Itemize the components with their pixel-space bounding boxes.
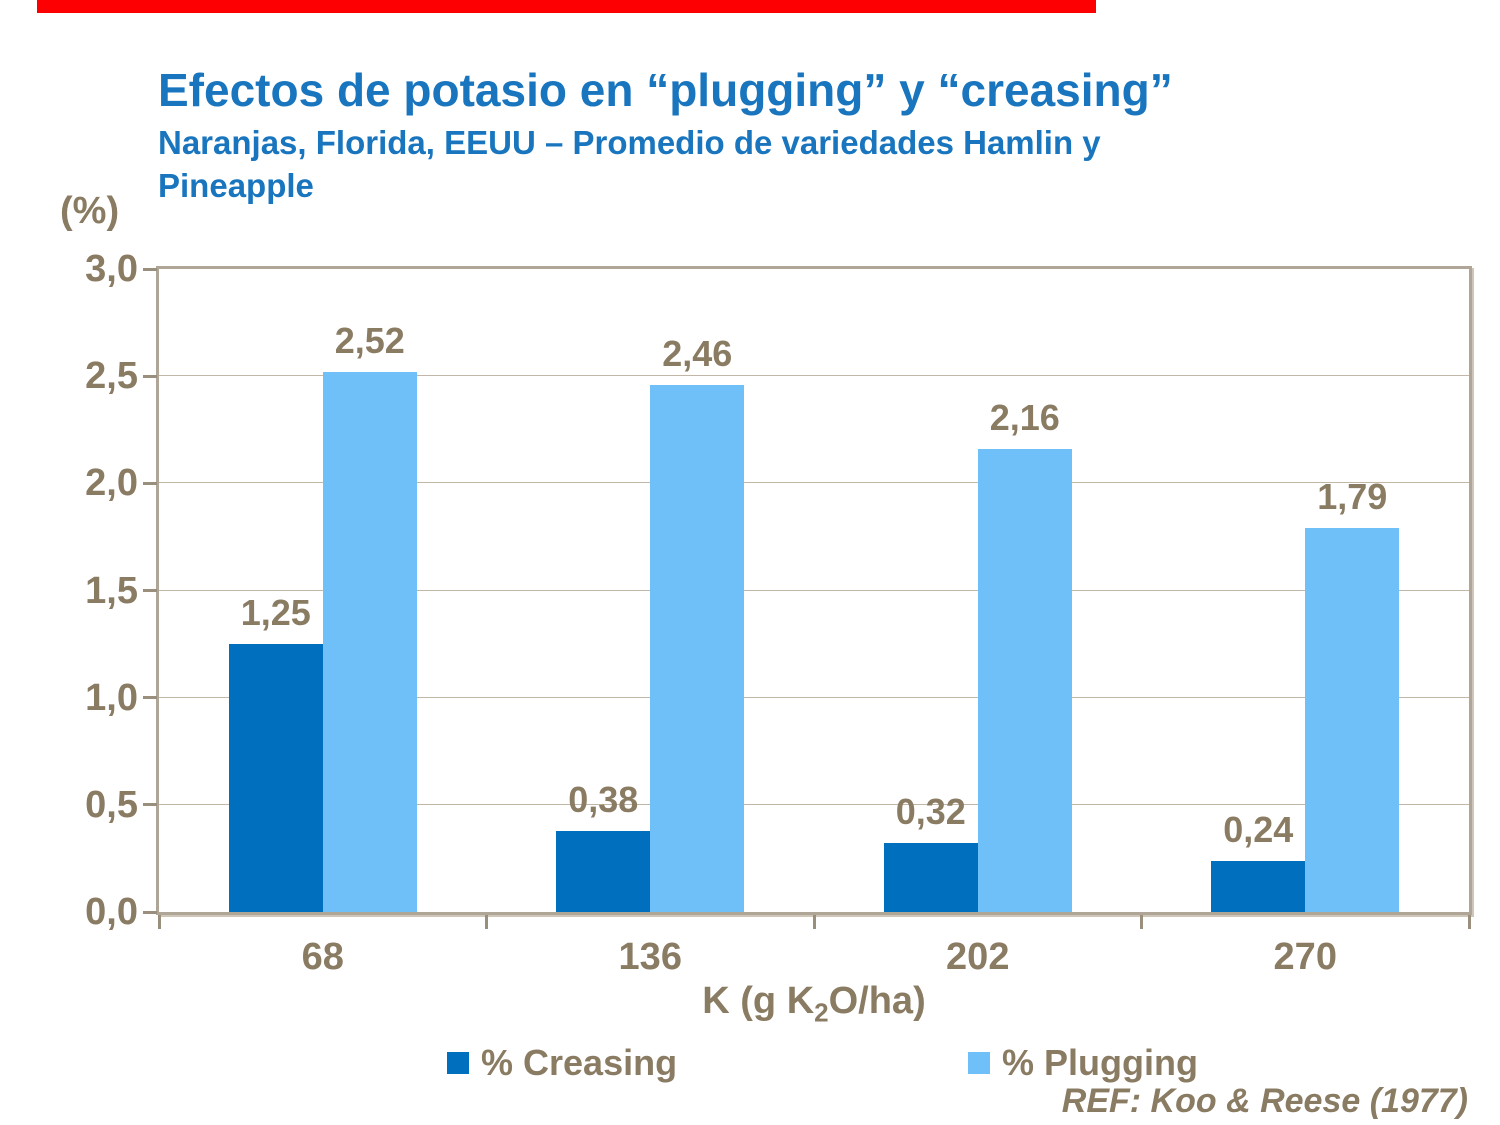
page-title: Efectos de potasio en “plugging” y “crea… bbox=[158, 64, 1173, 116]
bar-value-label: 0,32 bbox=[895, 791, 966, 833]
x-category-label: 270 bbox=[1273, 936, 1337, 978]
y-tick-mark bbox=[143, 803, 157, 807]
bar-plugging-270 bbox=[1305, 528, 1400, 912]
x-category-label: 68 bbox=[301, 936, 344, 978]
bar-plugging-68 bbox=[322, 371, 417, 912]
y-tick-mark bbox=[143, 481, 157, 485]
legend-swatch bbox=[447, 1052, 469, 1074]
y-tick-mark bbox=[143, 374, 157, 378]
bar-value-label: 2,16 bbox=[989, 397, 1060, 439]
legend-swatch bbox=[968, 1052, 990, 1074]
chart-legend: % Creasing % Plugging bbox=[0, 1042, 1500, 1084]
legend-item-creasing: % Creasing bbox=[447, 1042, 677, 1084]
legend-label: % Plugging bbox=[1002, 1042, 1198, 1083]
reference-citation: REF: Koo & Reese (1977) bbox=[1061, 1082, 1468, 1120]
y-tick-mark bbox=[143, 696, 157, 700]
x-tick-mark bbox=[1467, 915, 1471, 929]
y-tick-label: 2,0 bbox=[85, 462, 138, 505]
y-tick-label: 3,0 bbox=[85, 248, 138, 290]
x-tick-mark bbox=[157, 915, 161, 929]
gridline bbox=[159, 696, 1469, 698]
x-axis-title-prefix: K (g K bbox=[702, 980, 815, 1022]
x-category-label: 202 bbox=[946, 936, 1010, 978]
x-tick-mark bbox=[485, 915, 488, 929]
gridline bbox=[159, 482, 1469, 484]
y-tick-label: 0,5 bbox=[85, 783, 138, 826]
gridline bbox=[159, 589, 1469, 591]
y-tick-label: 0,0 bbox=[85, 891, 138, 933]
y-axis-unit-label: (%) bbox=[60, 190, 120, 232]
red-top-bar bbox=[37, 0, 1096, 13]
bar-value-label: 2,52 bbox=[334, 319, 405, 361]
bar-creasing-202 bbox=[883, 843, 978, 912]
gridline bbox=[159, 803, 1469, 805]
bar-value-label: 0,24 bbox=[1223, 808, 1294, 850]
bar-value-label: 1,79 bbox=[1317, 476, 1388, 518]
y-tick-label: 1,0 bbox=[85, 676, 138, 719]
x-category-label: 136 bbox=[618, 936, 682, 978]
y-tick-label: 1,5 bbox=[85, 569, 138, 612]
y-tick-mark bbox=[143, 910, 157, 914]
y-tick-label: 2,5 bbox=[85, 355, 138, 398]
legend-label: % Creasing bbox=[481, 1042, 678, 1083]
bar-plugging-202 bbox=[977, 449, 1072, 912]
bar-creasing-68 bbox=[228, 644, 323, 912]
bar-creasing-136 bbox=[556, 830, 651, 912]
plot-area: 1,25 0,38 0,32 0,24 2,52 2,46 2,16 1,79 bbox=[156, 266, 1472, 915]
gridline bbox=[159, 375, 1469, 377]
page-subtitle: Naranjas, Florida, EEUU – Promedio de va… bbox=[158, 123, 1101, 205]
x-tick-mark bbox=[812, 915, 816, 929]
bar-plugging-136 bbox=[650, 384, 745, 912]
bar-value-label: 1,25 bbox=[240, 592, 311, 634]
x-tick-mark bbox=[1140, 915, 1143, 929]
y-tick-mark bbox=[143, 589, 157, 592]
bar-creasing-270 bbox=[1211, 860, 1306, 912]
x-axis-title-subscript: 2 bbox=[814, 997, 829, 1028]
bar-value-label: 2,46 bbox=[662, 332, 733, 374]
bar-value-label: 0,38 bbox=[568, 778, 639, 820]
x-axis-title-suffix: O/ha) bbox=[828, 980, 926, 1022]
x-axis-title: K (g K2O/ha) bbox=[564, 980, 1064, 1029]
chart-header: Efectos de potasio en “plugging” y “crea… bbox=[158, 64, 1358, 208]
legend-item-plugging: % Plugging bbox=[968, 1042, 1198, 1084]
y-tick-mark bbox=[143, 267, 157, 271]
